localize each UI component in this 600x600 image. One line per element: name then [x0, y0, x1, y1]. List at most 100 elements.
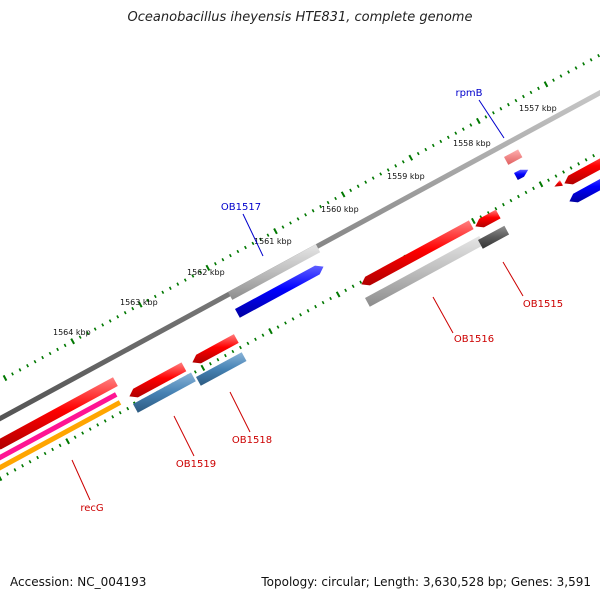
tick-mark	[268, 328, 273, 335]
tick-mark	[118, 411, 122, 415]
tick-mark	[517, 194, 520, 199]
track-magenta[interactable]	[0, 392, 118, 463]
gene-ob1518[interactable]	[196, 352, 247, 386]
gene-ob1519[interactable]	[133, 372, 196, 413]
tick-mark	[176, 282, 180, 286]
tick-mark	[198, 270, 202, 274]
tick-mark	[123, 311, 127, 315]
tick-mark	[213, 262, 217, 266]
tick-mark	[306, 309, 310, 313]
tick-mark	[537, 86, 540, 91]
label-ob1517: OB1517	[221, 202, 261, 213]
label-layer: 1557 kbp 1558 kbp 1559 kbp 1560 kbp 1561 kbp…	[53, 88, 563, 514]
gene-ob1517[interactable]	[228, 244, 321, 300]
tick-mark	[205, 264, 211, 271]
tick-mark	[359, 280, 363, 284]
tick-mark	[48, 351, 52, 356]
tick-mark	[401, 160, 405, 164]
tick-mark	[266, 233, 270, 237]
tick-mark	[244, 245, 247, 250]
tick-mark	[304, 213, 307, 217]
tick-mark	[559, 74, 563, 78]
tick-mark	[254, 337, 257, 341]
tick-mark	[364, 180, 368, 184]
gene-recg[interactable]	[0, 400, 122, 472]
tick-mark	[514, 98, 518, 103]
tick-mark	[58, 443, 62, 448]
gene-rpmb[interactable]	[504, 149, 523, 165]
tick-mark	[221, 258, 225, 262]
tick-mark	[168, 286, 172, 290]
gene-blue-forward[interactable]	[235, 265, 324, 318]
tick-mark	[408, 154, 414, 161]
tick-mark	[314, 304, 318, 309]
tick-mark	[311, 209, 315, 213]
tick-mark	[394, 164, 398, 168]
tick-mark	[469, 123, 473, 127]
tick-mark	[231, 349, 235, 354]
label-ob1516: OB1516	[454, 334, 494, 345]
tick-mark	[582, 62, 586, 66]
gene-red-left[interactable]	[0, 377, 118, 450]
tick-mark	[461, 127, 465, 131]
tick-mark	[101, 323, 105, 327]
tick-mark	[276, 325, 280, 329]
tick-mark	[28, 460, 32, 464]
tick-mark	[273, 228, 278, 235]
gene-blue-small[interactable]	[514, 169, 529, 180]
gene-ob1515[interactable]	[478, 225, 510, 249]
kbp-label: 1558 kbp	[453, 139, 491, 148]
kbp-label: 1564 kbp	[53, 328, 91, 337]
tick-mark	[78, 335, 82, 339]
tick-mark	[13, 468, 17, 472]
tick-mark	[569, 166, 573, 170]
tick-mark	[299, 313, 302, 317]
gene-ob1516[interactable]	[361, 220, 474, 286]
tick-mark	[43, 451, 47, 456]
tick-mark	[543, 81, 549, 88]
tick-mark	[131, 306, 135, 311]
gene-ob1516-gray[interactable]	[365, 236, 484, 307]
gene-ob1515-red[interactable]	[475, 209, 501, 228]
tick-mark	[200, 364, 206, 371]
tick-mark	[524, 190, 528, 195]
tick-mark	[88, 427, 92, 431]
tick-mark	[379, 172, 383, 176]
tick-mark	[529, 90, 533, 95]
tick-mark	[334, 196, 338, 201]
genome-summary-text: Topology: circular; Length: 3,630,528 bp…	[261, 575, 591, 589]
tick-mark	[289, 221, 292, 225]
gene-ob1518-red[interactable]	[192, 334, 239, 364]
tick-mark	[81, 431, 85, 435]
tick-mark	[471, 217, 476, 225]
tick-mark	[446, 135, 450, 139]
kbp-label: 1562 kbp	[187, 268, 225, 277]
gene-red-right[interactable]	[564, 150, 600, 185]
label-ob1515: OB1515	[523, 299, 563, 310]
tick-mark	[86, 331, 90, 335]
tick-mark	[494, 207, 498, 211]
label-recg: recG	[80, 503, 103, 514]
tick-mark	[567, 70, 570, 74]
tick-mark	[554, 174, 558, 178]
tick-mark	[11, 372, 14, 376]
label-ob1518: OB1518	[232, 435, 272, 446]
gene-blue-right[interactable]	[569, 173, 600, 203]
tick-mark	[501, 202, 505, 207]
tick-mark	[335, 291, 341, 298]
tick-mark	[506, 102, 510, 107]
tick-mark	[552, 78, 555, 82]
kbp-label: 1557 kbp	[519, 104, 557, 113]
tick-mark	[424, 147, 428, 152]
tick-mark	[562, 170, 565, 174]
leader-ob1518	[229, 391, 251, 433]
gene-red-tiny[interactable]	[554, 180, 563, 187]
tick-mark	[547, 178, 550, 182]
tick-mark	[116, 315, 120, 319]
tick-mark	[509, 198, 513, 203]
gene-ob1519-red[interactable]	[129, 362, 187, 398]
tick-mark	[93, 327, 97, 331]
tick-mark	[216, 358, 220, 362]
accession-text: Accession: NC_004193	[10, 575, 147, 589]
